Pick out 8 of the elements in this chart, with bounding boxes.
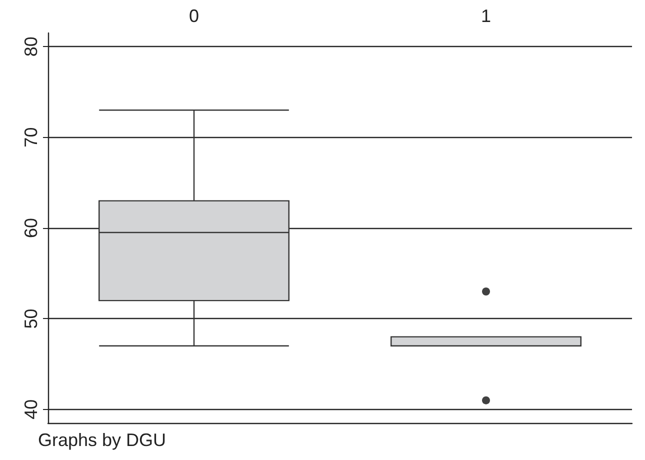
x-tick-label: 0 <box>188 6 200 26</box>
y-tick-label: 40 <box>21 399 41 420</box>
y-tick-label: 60 <box>21 218 41 238</box>
text: Graphs by DGU <box>38 430 166 451</box>
y-tick-label: 70 <box>21 127 41 148</box>
y-tick-label: 50 <box>21 308 41 329</box>
y-tick-label: 80 <box>21 36 41 57</box>
x-tick-label: 1 <box>480 6 492 26</box>
